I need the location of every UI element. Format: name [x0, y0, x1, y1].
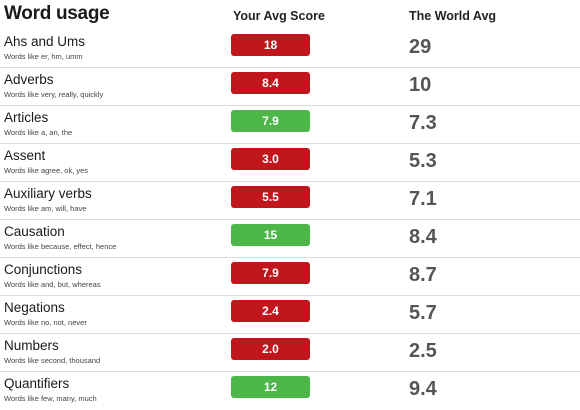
category-name: Auxiliary verbs — [4, 186, 92, 201]
your-score-badge: 8.4 — [231, 72, 310, 94]
category-description: Words like er, hm, umm — [4, 52, 83, 61]
word-usage-table: Ahs and Ums Words like er, hm, umm 18 29… — [0, 30, 580, 410]
table-row: Quantifiers Words like few, many, much 1… — [0, 372, 580, 410]
category-description: Words like a, an, the — [4, 128, 73, 137]
category-name: Articles — [4, 110, 49, 125]
table-header: Word usage Your Avg Score The World Avg — [0, 0, 580, 30]
category-name: Negations — [4, 300, 65, 315]
category-description: Words like very, really, quickly — [4, 90, 104, 99]
category-name: Causation — [4, 224, 65, 239]
world-avg-value: 5.7 — [409, 302, 437, 324]
category-description: Words like no, not, never — [4, 318, 87, 327]
your-score-badge: 2.4 — [231, 300, 310, 322]
your-avg-column-header: Your Avg Score — [233, 9, 325, 23]
your-score-badge: 2.0 — [231, 338, 310, 360]
table-row: Causation Words like because, effect, he… — [0, 220, 580, 258]
table-row: Negations Words like no, not, never 2.4 … — [0, 296, 580, 334]
category-name: Ahs and Ums — [4, 34, 86, 49]
your-score-badge: 15 — [231, 224, 310, 246]
your-score-badge: 7.9 — [231, 262, 310, 284]
table-row: Ahs and Ums Words like er, hm, umm 18 29 — [0, 30, 580, 68]
page-title: Word usage — [4, 3, 110, 24]
category-description: Words like because, effect, hence — [4, 242, 117, 251]
world-avg-value: 2.5 — [409, 340, 437, 362]
world-avg-value: 10 — [409, 74, 432, 96]
category-description: Words like am, will, have — [4, 204, 87, 213]
category-name: Adverbs — [4, 72, 54, 87]
your-score-badge: 18 — [231, 34, 310, 56]
world-avg-value: 7.1 — [409, 188, 437, 210]
your-score-badge: 12 — [231, 376, 310, 398]
category-name: Conjunctions — [4, 262, 83, 277]
world-avg-column-header: The World Avg — [409, 9, 497, 23]
category-description: Words like second, thousand — [4, 356, 101, 365]
table-row: Adverbs Words like very, really, quickly… — [0, 68, 580, 106]
table-row: Assent Words like agree, ok, yes 3.0 5.3 — [0, 144, 580, 182]
world-avg-value: 29 — [409, 36, 432, 58]
your-score-badge: 7.9 — [231, 110, 310, 132]
category-description: Words like few, many, much — [4, 394, 97, 403]
world-avg-value: 7.3 — [409, 112, 437, 134]
category-description: Words like and, but, whereas — [4, 280, 101, 289]
category-name: Quantifiers — [4, 376, 70, 391]
world-avg-value: 8.4 — [409, 226, 437, 248]
table-row: Auxiliary verbs Words like am, will, hav… — [0, 182, 580, 220]
world-avg-value: 5.3 — [409, 150, 437, 172]
category-description: Words like agree, ok, yes — [4, 166, 89, 175]
world-avg-value: 9.4 — [409, 378, 437, 400]
table-row: Conjunctions Words like and, but, wherea… — [0, 258, 580, 296]
category-name: Numbers — [4, 338, 59, 353]
table-row: Numbers Words like second, thousand 2.0 … — [0, 334, 580, 372]
world-avg-value: 8.7 — [409, 264, 437, 286]
your-score-badge: 5.5 — [231, 186, 310, 208]
category-name: Assent — [4, 148, 46, 163]
table-row: Articles Words like a, an, the 7.9 7.3 — [0, 106, 580, 144]
your-score-badge: 3.0 — [231, 148, 310, 170]
